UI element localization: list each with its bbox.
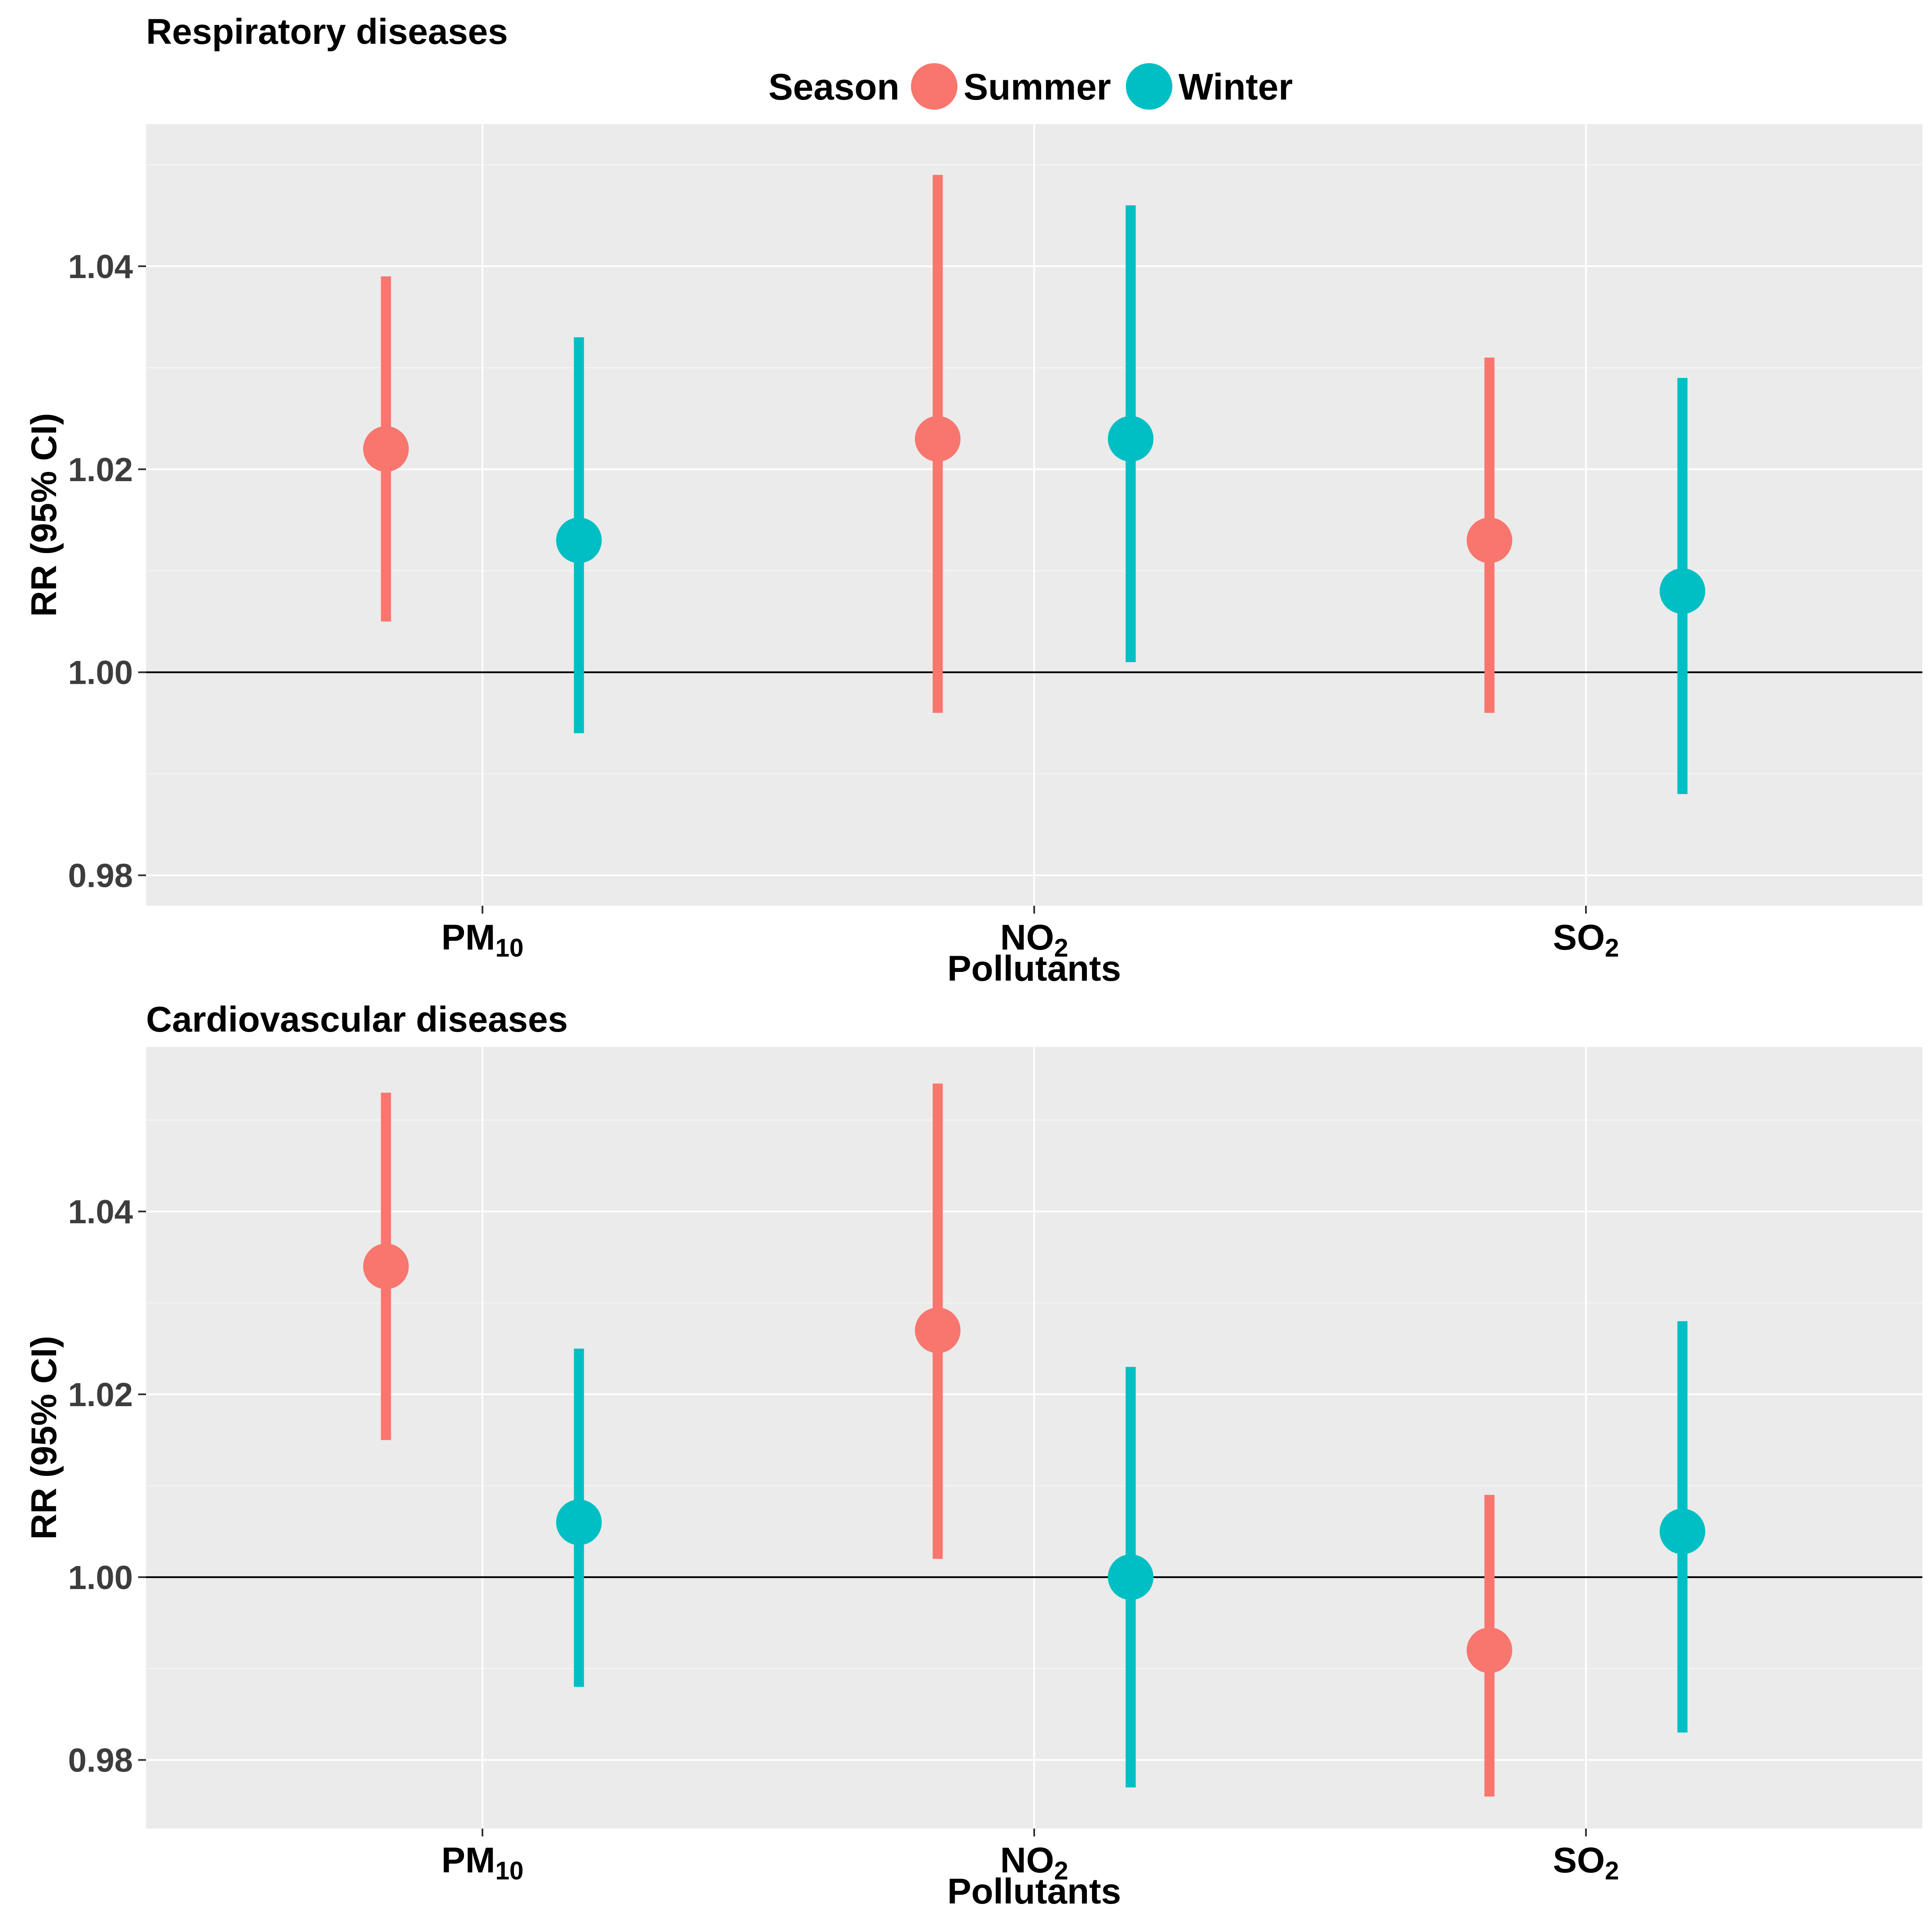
point-winter-pm10: [556, 517, 602, 563]
point-winter-so2: [1660, 568, 1705, 614]
panel-title: Respiratory diseases: [146, 12, 508, 52]
point-winter-no2: [1108, 416, 1153, 462]
y-tick-label: 0.98: [68, 857, 133, 895]
x-tick-label-pm10: PM10: [441, 1840, 524, 1885]
point-summer-pm10: [363, 426, 409, 472]
point-summer-no2: [915, 1307, 961, 1354]
y-tick-label: 0.98: [68, 1742, 133, 1779]
legend-label-summer: Summer: [964, 66, 1111, 107]
y-tick-label: 1.04: [68, 1193, 133, 1231]
panel-cardiovascular: Cardiovascular diseases 0.98 1.00 1.02 1.04…: [24, 1000, 1922, 1911]
y-axis-title: RR (95% CI): [24, 413, 64, 617]
point-summer-so2: [1467, 1627, 1512, 1673]
y-tick-label: 1.04: [68, 248, 133, 286]
point-summer-pm10: [363, 1243, 409, 1289]
legend: Season Summer Winter: [768, 63, 1293, 110]
gridlines: [146, 124, 1922, 906]
y-tick-label: 1.00: [68, 1559, 133, 1597]
point-estimates: [363, 1243, 1705, 1673]
x-axis-title: Pollutants: [947, 1872, 1121, 1911]
legend-label-winter: Winter: [1178, 66, 1293, 107]
x-tick-label-no2: NO2: [1000, 1840, 1068, 1885]
y-tick-label: 1.00: [68, 654, 133, 692]
legend-title: Season: [768, 66, 900, 107]
panel-title: Cardiovascular diseases: [146, 1000, 568, 1039]
point-winter-no2: [1108, 1554, 1153, 1600]
legend-key-winter: [1126, 63, 1172, 110]
y-tick-label: 1.02: [68, 451, 133, 489]
point-estimates: [363, 416, 1705, 614]
x-axis-ticks: PM10 NO2 SO2: [441, 906, 1619, 962]
y-axis-ticks: 0.98 1.00 1.02 1.04: [68, 248, 146, 895]
x-axis-title: Pollutants: [947, 949, 1121, 989]
point-winter-pm10: [556, 1499, 602, 1545]
point-summer-so2: [1467, 517, 1512, 563]
point-summer-no2: [915, 416, 961, 462]
x-tick-label-no2: NO2: [1000, 918, 1068, 962]
x-tick-label-pm10: PM10: [441, 918, 524, 962]
y-tick-label: 1.02: [68, 1376, 133, 1414]
panel-respiratory: Respiratory diseases 0.98 1.00 1.02 1.04 PM…: [24, 12, 1922, 989]
point-winter-so2: [1660, 1508, 1705, 1554]
y-axis-title: RR (95% CI): [24, 1336, 64, 1540]
legend-key-summer: [911, 63, 957, 110]
x-axis-ticks: PM10 NO2 SO2: [441, 1829, 1619, 1885]
y-axis-ticks: 0.98 1.00 1.02 1.04: [68, 1193, 146, 1779]
x-tick-label-so2: SO2: [1553, 918, 1619, 962]
x-tick-label-so2: SO2: [1553, 1840, 1619, 1885]
